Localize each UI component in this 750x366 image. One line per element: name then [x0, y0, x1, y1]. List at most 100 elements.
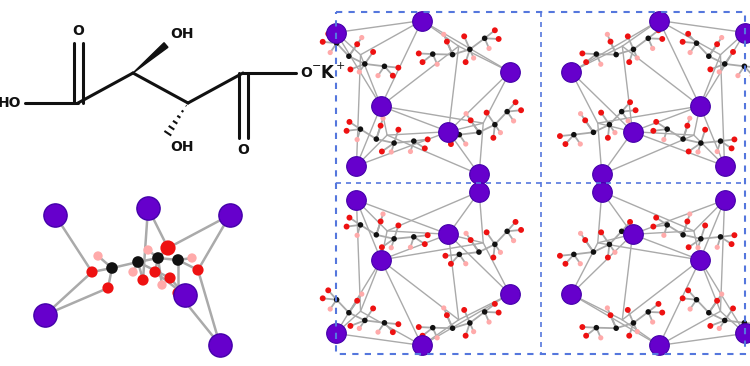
Point: [458, 33, 470, 39]
Point: [682, 244, 694, 250]
Point: [602, 305, 613, 311]
Point: [728, 137, 740, 142]
Point: [711, 298, 723, 304]
Point: [351, 298, 363, 304]
Point: [453, 132, 465, 138]
Point: [355, 126, 367, 132]
Point: [622, 307, 634, 313]
Point: [408, 138, 420, 144]
Point: [416, 59, 428, 65]
Point: [376, 244, 388, 250]
Point: [186, 255, 198, 261]
Point: [460, 231, 472, 236]
Point: [142, 205, 154, 211]
Point: [656, 36, 668, 42]
Point: [629, 107, 641, 113]
Point: [162, 245, 174, 251]
Point: [427, 325, 439, 330]
Point: [684, 211, 696, 217]
Point: [504, 291, 516, 297]
Point: [343, 310, 355, 315]
Point: [626, 231, 638, 237]
Point: [602, 255, 614, 261]
Point: [413, 324, 424, 330]
Point: [590, 325, 602, 330]
Point: [49, 212, 61, 218]
Point: [445, 141, 457, 147]
Point: [694, 236, 706, 242]
Point: [560, 141, 572, 147]
Point: [725, 241, 737, 247]
Point: [438, 31, 450, 37]
Point: [172, 290, 184, 296]
Point: [508, 238, 520, 243]
Point: [137, 277, 149, 283]
Point: [653, 343, 665, 348]
Point: [458, 307, 470, 313]
Point: [386, 149, 398, 155]
Point: [367, 306, 379, 311]
Point: [504, 69, 516, 75]
Point: [464, 320, 476, 326]
Point: [127, 269, 139, 275]
Point: [574, 111, 586, 117]
Point: [102, 285, 114, 291]
Point: [691, 297, 703, 303]
Point: [684, 115, 696, 121]
Point: [501, 228, 513, 234]
Point: [711, 41, 723, 47]
Point: [684, 50, 696, 56]
Point: [739, 330, 750, 336]
Point: [509, 99, 521, 105]
Point: [718, 317, 730, 323]
Point: [718, 163, 730, 169]
Point: [322, 31, 334, 37]
Point: [431, 61, 443, 67]
Point: [604, 122, 616, 128]
Point: [442, 129, 454, 135]
Point: [650, 215, 662, 221]
Point: [704, 67, 716, 72]
Point: [353, 69, 365, 75]
Point: [489, 242, 501, 247]
Point: [694, 257, 706, 263]
Point: [576, 51, 588, 56]
Point: [579, 237, 591, 243]
Point: [646, 45, 658, 51]
Point: [658, 232, 670, 238]
Point: [739, 30, 750, 36]
Point: [445, 261, 457, 267]
Point: [367, 49, 379, 55]
Point: [344, 119, 355, 125]
Point: [576, 324, 588, 330]
Point: [628, 320, 640, 326]
Text: K: K: [320, 64, 333, 82]
Point: [316, 39, 328, 45]
Point: [716, 291, 728, 297]
Point: [682, 287, 694, 293]
Point: [351, 137, 363, 142]
Point: [568, 132, 580, 138]
Point: [142, 247, 154, 253]
Point: [388, 140, 400, 146]
Polygon shape: [133, 43, 168, 73]
Point: [596, 172, 608, 178]
Point: [604, 242, 616, 247]
Point: [590, 51, 602, 57]
Point: [488, 255, 500, 261]
Point: [622, 238, 634, 243]
Point: [691, 40, 703, 46]
Point: [703, 53, 715, 59]
Point: [416, 18, 428, 23]
Point: [718, 197, 730, 203]
Point: [493, 310, 505, 315]
Point: [616, 109, 628, 115]
Point: [489, 27, 501, 33]
Point: [677, 232, 689, 238]
Point: [377, 115, 389, 121]
Point: [574, 141, 586, 147]
Point: [460, 261, 472, 267]
Text: −: −: [312, 61, 321, 71]
Point: [596, 188, 608, 194]
Point: [727, 306, 739, 311]
